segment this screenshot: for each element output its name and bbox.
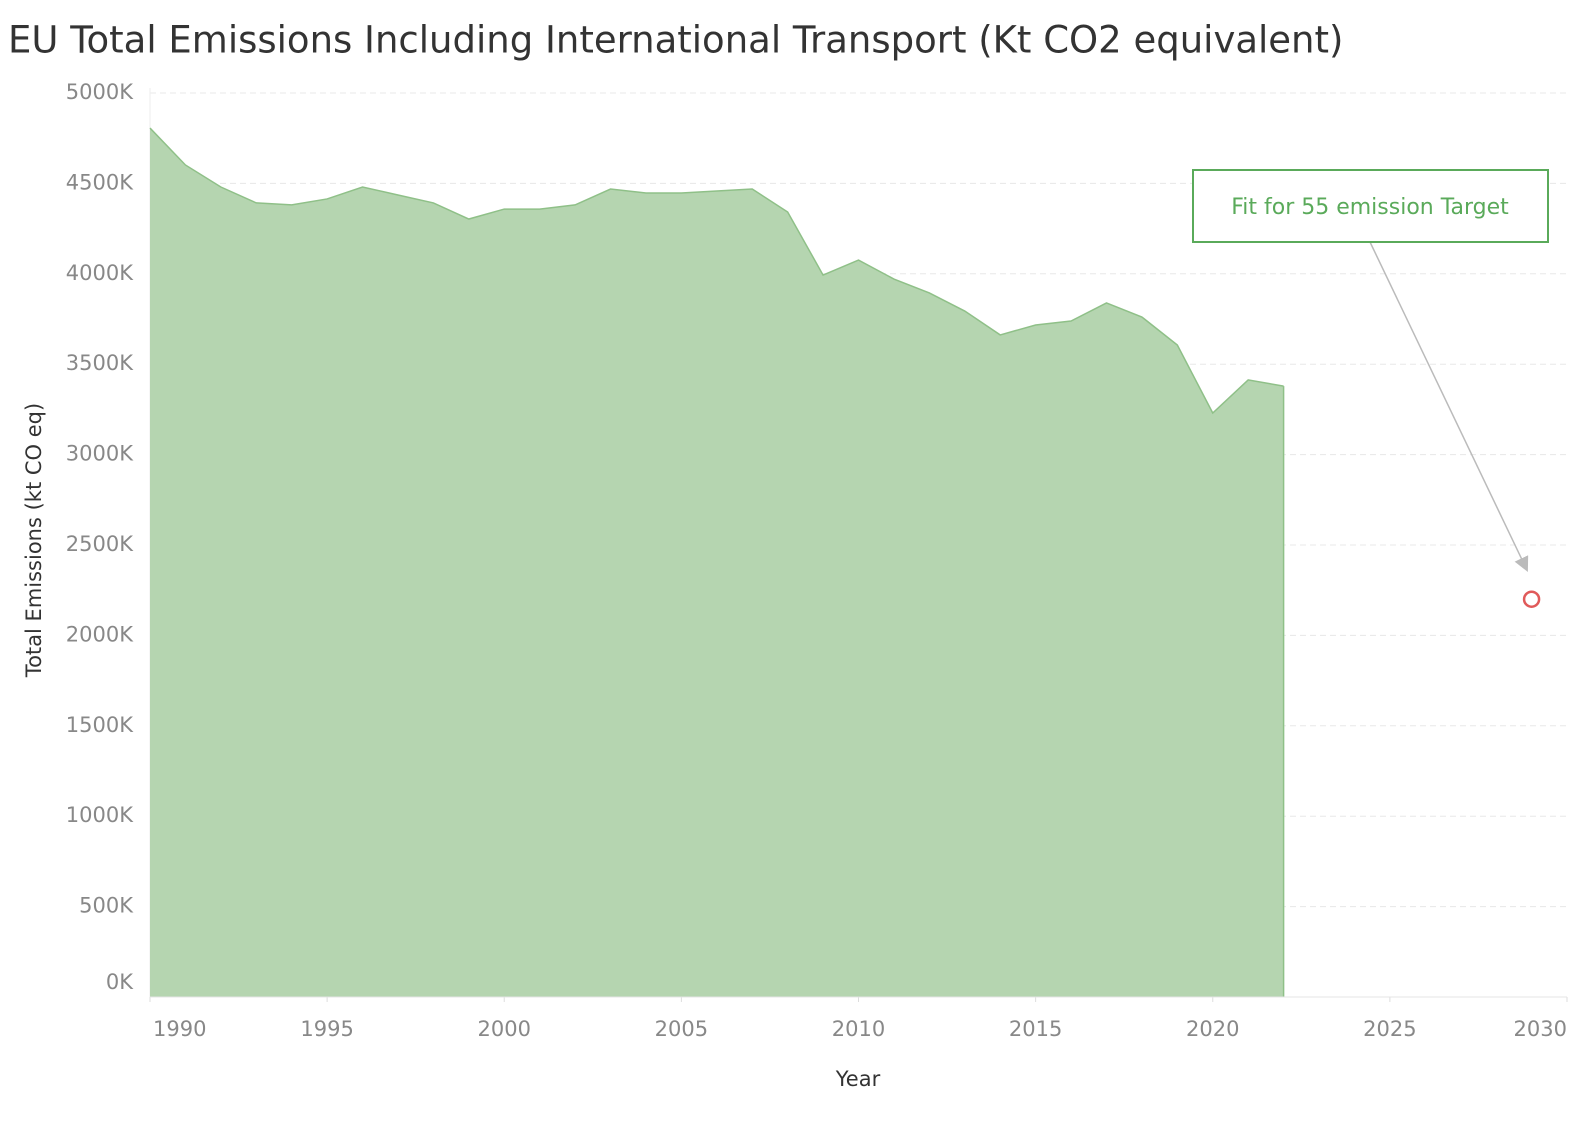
x-tick-label: 2010 [832, 1017, 885, 1041]
area [150, 128, 1284, 997]
x-tick-label: 1990 [153, 1017, 206, 1041]
y-tick-label: 4500K [66, 170, 134, 194]
y-tick-label: 2500K [66, 532, 134, 556]
x-tick-label: 2025 [1363, 1017, 1416, 1041]
x-tick-label: 2015 [1009, 1017, 1062, 1041]
x-tick-label: 1995 [300, 1017, 353, 1041]
target-point [1522, 590, 1541, 608]
y-tick-label: 3000K [66, 442, 134, 466]
y-tick-label: 1000K [66, 803, 134, 827]
chart-title: EU Total Emissions Including Internation… [8, 19, 1343, 62]
x-tick-label: 2000 [478, 1017, 531, 1041]
annotation-text: Fit for 55 emission Target [1231, 195, 1509, 220]
y-tick-label: 5000K [66, 80, 134, 104]
x-axis-title: Year [835, 1067, 881, 1091]
area-line [149, 127, 1284, 415]
x-tick-label: 2030 [1514, 1017, 1567, 1041]
y-tick-label: 2000K [66, 622, 134, 646]
annotation-box [1192, 169, 1549, 243]
y-axis-title: Total Emissions (kt CO eq) [22, 403, 46, 678]
y-tick-label: 500K [79, 894, 134, 918]
annotation-arrow [1369, 241, 1529, 572]
y-tick-label: 1500K [66, 713, 134, 737]
x-tick-label: 2005 [655, 1017, 708, 1041]
y-tick-label: 0K [106, 970, 134, 994]
x-tick-label: 2020 [1186, 1017, 1239, 1041]
y-tick-label: 3500K [66, 351, 134, 375]
y-tick-label: 4000K [66, 261, 134, 285]
